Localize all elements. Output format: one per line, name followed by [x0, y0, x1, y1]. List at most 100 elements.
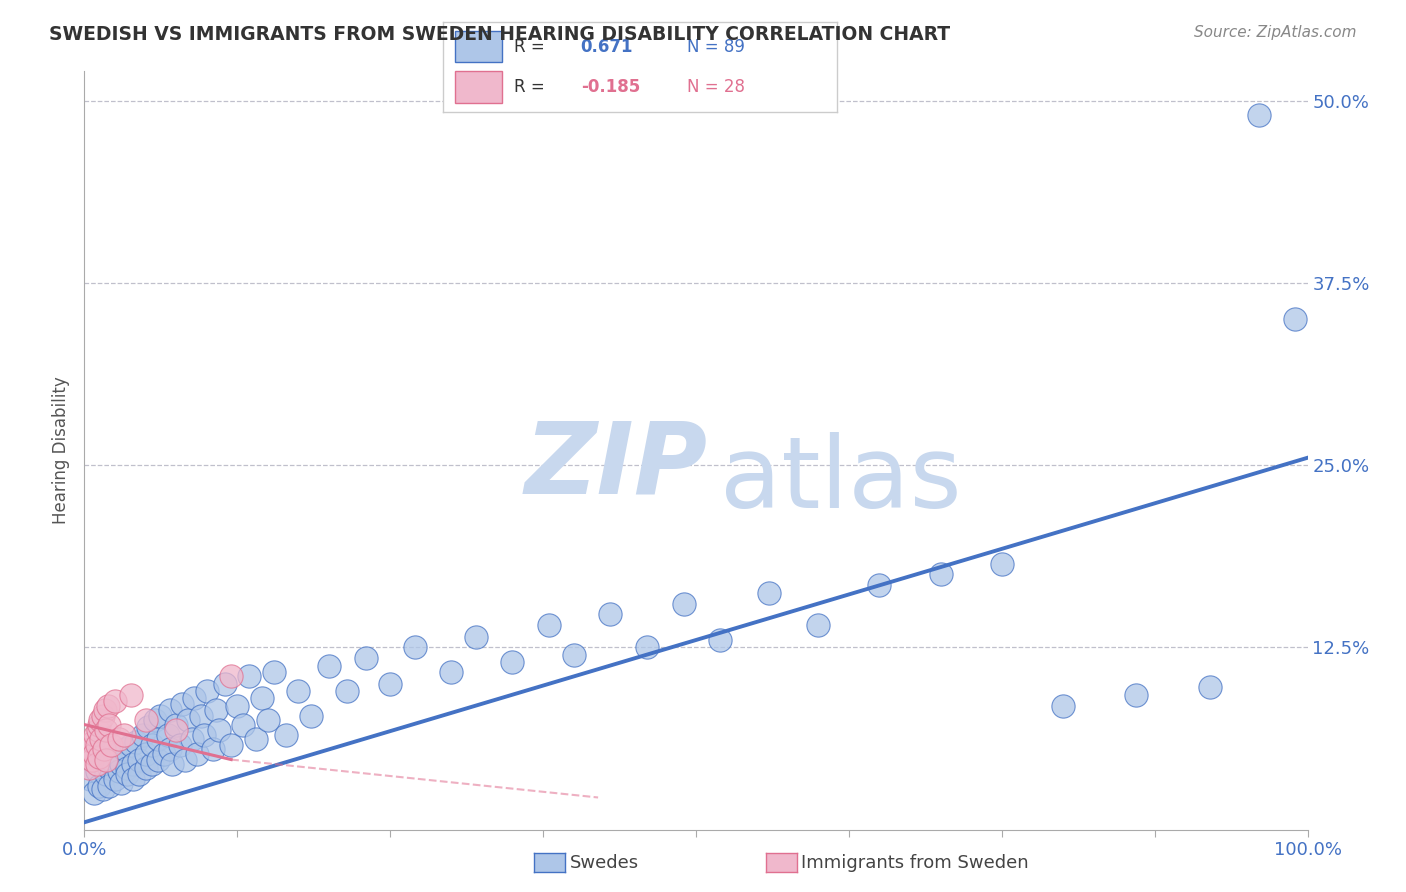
Point — [110, 756, 132, 771]
Point — [112, 728, 135, 742]
Point — [104, 694, 127, 708]
Point — [404, 640, 426, 655]
Point — [82, 735, 104, 749]
Point — [125, 735, 148, 749]
Point — [80, 753, 103, 767]
Y-axis label: Hearing Disability: Hearing Disability — [52, 376, 70, 524]
Point — [562, 648, 585, 662]
Point — [87, 779, 110, 793]
Point — [1247, 108, 1270, 122]
Point — [87, 749, 110, 764]
Point — [354, 650, 377, 665]
Point — [929, 567, 952, 582]
Point — [122, 772, 145, 786]
Point — [299, 708, 322, 723]
Point — [83, 786, 105, 800]
Point — [538, 618, 561, 632]
Point — [162, 756, 184, 771]
Text: Immigrants from Sweden: Immigrants from Sweden — [801, 854, 1029, 871]
Point — [159, 742, 181, 756]
Point — [107, 764, 129, 779]
Bar — [454, 71, 502, 103]
Text: -0.185: -0.185 — [581, 78, 640, 95]
Point — [183, 691, 205, 706]
Point — [869, 577, 891, 591]
Point — [263, 665, 285, 679]
Point — [128, 753, 150, 767]
Point — [135, 747, 157, 761]
Point — [173, 753, 195, 767]
Point — [100, 738, 122, 752]
Point — [90, 732, 112, 747]
Text: SWEDISH VS IMMIGRANTS FROM SWEDEN HEARING DISABILITY CORRELATION CHART: SWEDISH VS IMMIGRANTS FROM SWEDEN HEARIN… — [49, 25, 950, 44]
Point — [165, 723, 187, 738]
Point — [1125, 689, 1147, 703]
Point — [115, 761, 138, 775]
Point — [136, 721, 159, 735]
Point — [226, 698, 249, 713]
Point — [159, 703, 181, 717]
Point — [991, 557, 1014, 572]
Text: R =: R = — [513, 78, 550, 95]
Point — [205, 703, 228, 717]
Point — [89, 713, 111, 727]
Point — [195, 684, 218, 698]
Point — [219, 669, 242, 683]
Point — [96, 723, 118, 738]
Point — [758, 586, 780, 600]
Point — [96, 753, 118, 767]
Point — [201, 742, 224, 756]
Point — [709, 633, 731, 648]
Point — [79, 772, 101, 786]
Point — [807, 618, 830, 632]
Point — [181, 732, 204, 747]
Point — [287, 684, 309, 698]
Point — [193, 728, 215, 742]
Point — [336, 684, 359, 698]
Point — [86, 756, 108, 771]
Point — [86, 738, 108, 752]
Point — [120, 689, 142, 703]
Text: atlas: atlas — [720, 433, 962, 529]
Point — [1284, 312, 1306, 326]
Point — [93, 742, 115, 756]
Point — [276, 728, 298, 742]
Point — [128, 767, 150, 781]
Point — [100, 753, 122, 767]
Point — [599, 607, 621, 621]
Point — [149, 708, 172, 723]
Point — [84, 728, 107, 742]
Point — [97, 779, 120, 793]
Point — [107, 732, 129, 747]
Point — [238, 669, 260, 683]
Point — [97, 698, 120, 713]
Point — [232, 717, 254, 731]
Point — [146, 753, 169, 767]
Point — [380, 677, 402, 691]
Point — [165, 717, 187, 731]
Point — [156, 728, 179, 742]
Point — [104, 747, 127, 761]
Text: R =: R = — [513, 38, 550, 56]
Point — [110, 776, 132, 790]
Point — [141, 756, 163, 771]
Point — [94, 703, 117, 717]
Point — [120, 738, 142, 752]
Point — [257, 713, 280, 727]
Point — [636, 640, 658, 655]
Point — [177, 713, 200, 727]
Point — [208, 723, 231, 738]
Point — [115, 767, 138, 781]
Point — [172, 697, 194, 711]
Point — [83, 747, 105, 761]
Point — [96, 767, 118, 781]
Point — [440, 665, 463, 679]
Point — [464, 630, 486, 644]
Point — [104, 772, 127, 786]
Point — [135, 713, 157, 727]
Point — [245, 732, 267, 747]
Point — [502, 655, 524, 669]
Point — [79, 742, 101, 756]
Point — [97, 717, 120, 731]
Point — [153, 747, 176, 761]
